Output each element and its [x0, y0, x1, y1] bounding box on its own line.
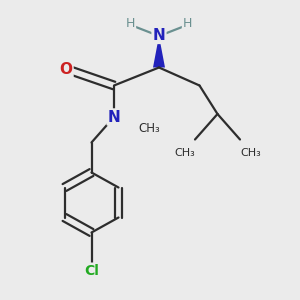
Text: H: H [183, 16, 192, 30]
Text: CH₃: CH₃ [240, 148, 261, 158]
Polygon shape [153, 36, 165, 68]
Text: CH₃: CH₃ [174, 148, 195, 158]
Text: N: N [153, 28, 165, 43]
Text: O: O [59, 61, 73, 76]
Text: H: H [126, 16, 135, 30]
Text: N: N [108, 110, 120, 124]
Text: Cl: Cl [84, 264, 99, 278]
Text: CH₃: CH₃ [138, 122, 160, 135]
